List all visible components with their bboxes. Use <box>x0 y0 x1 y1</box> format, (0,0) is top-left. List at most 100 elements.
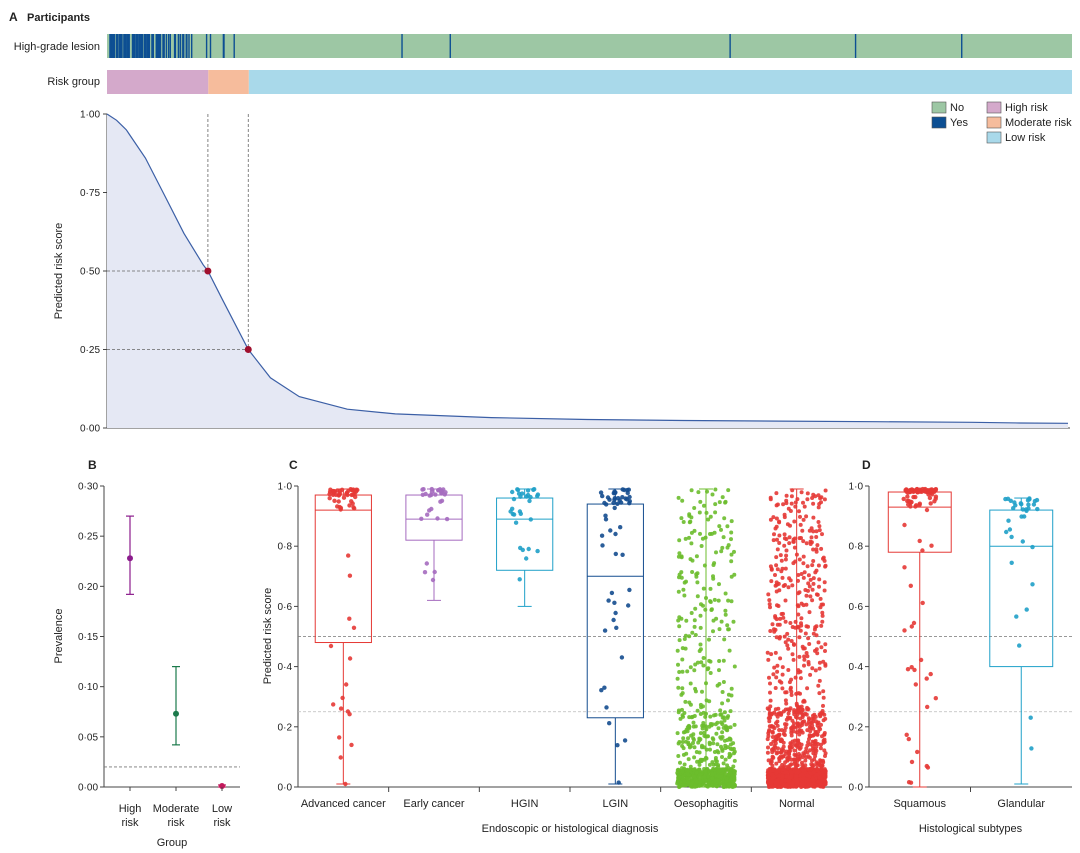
data-point <box>710 492 715 497</box>
data-point <box>791 539 796 544</box>
data-point <box>808 748 813 753</box>
data-point <box>676 662 680 667</box>
data-point <box>815 723 820 728</box>
data-point <box>810 563 815 568</box>
data-point <box>518 511 523 516</box>
data-point <box>681 746 686 751</box>
data-point <box>782 512 787 517</box>
risk-high-segment <box>107 70 209 94</box>
data-point <box>788 509 793 513</box>
lesion-yes-mark <box>111 34 114 58</box>
data-point <box>682 637 687 641</box>
data-point <box>783 583 787 587</box>
data-point <box>1035 506 1040 512</box>
lesion-yes-mark <box>126 34 129 58</box>
data-point <box>783 783 788 788</box>
data-point <box>796 604 801 609</box>
data-point <box>784 717 789 722</box>
data-point <box>785 643 790 648</box>
data-point <box>719 720 724 725</box>
data-point <box>704 596 708 600</box>
lesion-yes-mark <box>173 34 176 58</box>
data-point <box>614 625 619 630</box>
data-point <box>696 740 701 745</box>
data-point <box>708 600 713 604</box>
data-point <box>429 489 435 495</box>
data-point <box>787 541 792 546</box>
data-point <box>703 724 708 729</box>
data-point <box>819 623 824 628</box>
data-point <box>716 778 721 783</box>
data-point <box>689 611 694 615</box>
data-point <box>717 524 722 529</box>
data-point <box>917 501 922 506</box>
data-point <box>687 700 692 705</box>
data-point <box>820 610 825 615</box>
data-point <box>817 691 822 696</box>
data-point <box>806 573 811 578</box>
data-point <box>676 754 681 758</box>
data-point <box>783 566 788 571</box>
data-point <box>698 712 703 716</box>
data-point <box>780 728 784 733</box>
data-point <box>907 488 912 494</box>
data-point <box>927 495 933 501</box>
data-point <box>816 563 821 568</box>
panel-a-letter: A <box>9 10 18 24</box>
data-point <box>908 583 913 588</box>
data-point <box>679 516 684 521</box>
data-point <box>714 616 719 621</box>
data-point <box>732 758 737 763</box>
data-point <box>685 767 690 772</box>
data-point <box>775 603 779 608</box>
data-point <box>347 503 352 508</box>
lesion-yes-mark <box>169 34 171 58</box>
data-point <box>683 739 688 744</box>
data-point <box>1006 518 1011 523</box>
y-tick-label: 0·15 <box>78 632 98 643</box>
data-point <box>775 669 780 674</box>
data-point <box>771 672 776 677</box>
data-point <box>712 597 717 602</box>
data-point <box>602 685 607 690</box>
lesion-yes-mark <box>135 34 138 58</box>
data-point <box>728 742 733 747</box>
data-point <box>798 522 803 527</box>
data-point <box>916 488 922 494</box>
prevalence-point <box>127 555 133 562</box>
data-point <box>799 728 804 733</box>
data-point <box>517 577 522 582</box>
data-point <box>711 629 715 634</box>
data-point <box>727 648 732 653</box>
data-point <box>811 501 816 506</box>
data-point <box>818 713 823 718</box>
y-tick-label: 1·0 <box>278 482 293 493</box>
data-point <box>346 553 351 558</box>
x-tick-label: risk <box>213 817 231 829</box>
data-point <box>784 493 789 498</box>
data-point <box>1004 529 1009 535</box>
data-point <box>510 489 515 495</box>
data-point <box>796 752 801 756</box>
data-point <box>721 761 726 766</box>
data-point <box>811 770 816 775</box>
data-point <box>1025 498 1031 503</box>
data-point <box>773 583 778 588</box>
data-point <box>791 657 796 662</box>
data-point <box>775 537 779 542</box>
data-point <box>726 698 730 703</box>
data-point <box>729 537 733 542</box>
data-point <box>799 536 803 540</box>
data-point <box>720 748 725 753</box>
data-point <box>707 762 712 767</box>
data-point <box>720 495 725 500</box>
x-tick-label: Early cancer <box>403 798 464 810</box>
data-point <box>811 763 816 768</box>
data-point <box>604 705 609 710</box>
data-point <box>681 730 686 735</box>
data-point <box>686 736 690 741</box>
y-tick-label: 1·0 <box>849 482 864 493</box>
lesion-yes-mark <box>128 34 130 58</box>
data-point <box>535 548 540 554</box>
